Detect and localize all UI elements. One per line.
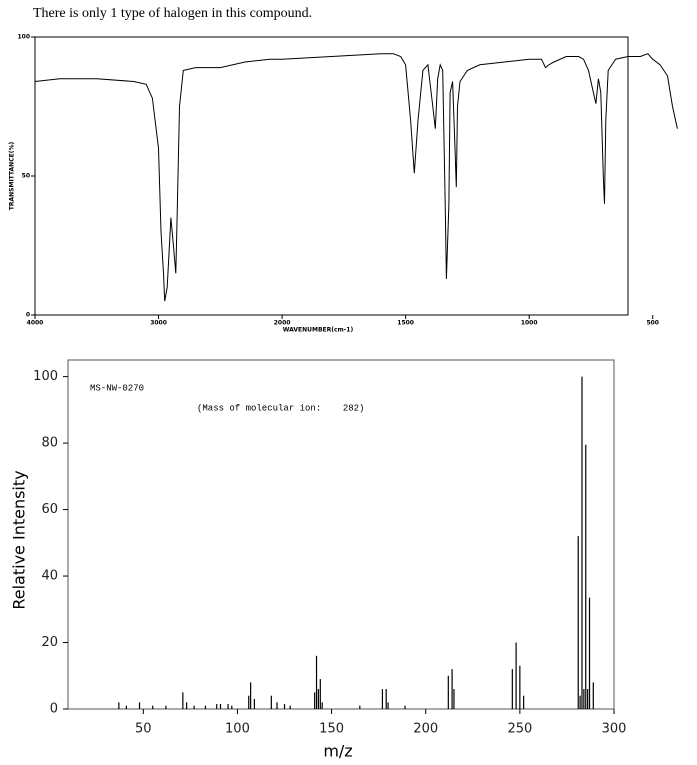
y-axis-label: TRANSMITTANCE(%) — [9, 142, 16, 211]
ms-frame — [67, 359, 615, 710]
y-tick-label: 40 — [41, 569, 58, 584]
y-tick-label: 0 — [50, 702, 58, 717]
x-tick-label: 2000 — [274, 320, 291, 327]
y-tick-label: 50 — [22, 173, 30, 180]
x-tick-label: 500 — [646, 320, 659, 327]
caption: There is only 1 type of halogen in this … — [33, 6, 312, 21]
x-axis-label: m/z — [323, 742, 352, 761]
x-tick-label: 1000 — [521, 320, 538, 327]
x-tick-label: 50 — [135, 722, 152, 737]
y-tick-label: 0 — [26, 312, 30, 319]
x-tick-label: 1500 — [397, 320, 414, 327]
x-tick-label: 3000 — [150, 320, 167, 327]
x-tick-label: 250 — [507, 722, 532, 737]
x-tick-label: 300 — [602, 722, 627, 737]
y-tick-label: 80 — [41, 436, 58, 451]
y-tick-label: 60 — [41, 502, 58, 517]
spectrum-line — [34, 53, 678, 302]
y-axis-label: Relative Intensity — [10, 470, 29, 609]
ir-frame — [34, 36, 629, 316]
annotation: MS-NW-0270 — [90, 383, 144, 393]
y-tick-label: 100 — [17, 34, 30, 41]
annotation: (Mass of molecular ion: 282) — [197, 403, 364, 413]
y-tick-label: 100 — [33, 369, 58, 384]
x-tick-label: 150 — [319, 722, 344, 737]
x-tick-label: 200 — [413, 722, 438, 737]
x-tick-label: 4000 — [27, 320, 44, 327]
x-tick-label: 100 — [225, 722, 250, 737]
x-axis-label: WAVENUMBER(cm-1) — [283, 327, 354, 334]
y-tick-label: 20 — [41, 635, 58, 650]
